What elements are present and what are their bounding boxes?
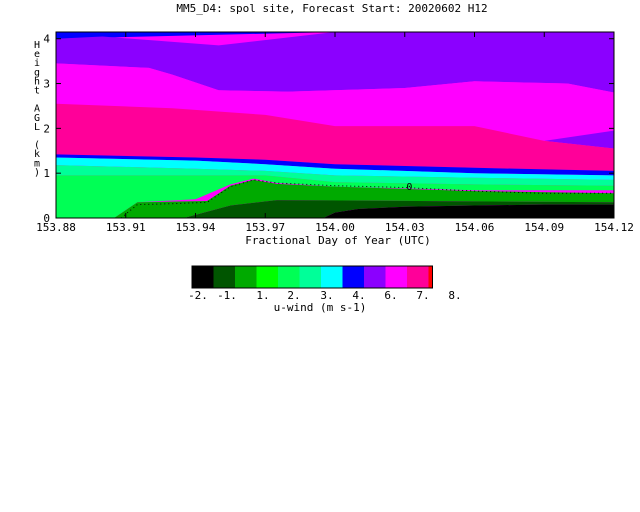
y-tick-label: 0 (43, 212, 50, 225)
y-tick-label: 3 (43, 78, 50, 91)
colorbar-swatch (213, 266, 235, 288)
y-axis-label-char: g (34, 67, 40, 78)
colorbar-swatch (407, 266, 429, 288)
x-axis-label: Fractional Day of Year (UTC) (245, 234, 430, 247)
y-axis-label-char: t (34, 86, 40, 97)
wind-band-2 (56, 63, 614, 141)
y-axis-label-char: k (34, 149, 40, 160)
x-tick-label: 154.03 (385, 221, 425, 234)
colorbar-tick-label: -2. (188, 289, 208, 302)
wind-band-8 (56, 175, 614, 218)
wind-band-1 (56, 32, 614, 93)
colorbar-tick-label: 6. (384, 289, 397, 302)
colorbar-swatch (364, 266, 386, 288)
y-axis-label-char: ) (34, 167, 40, 178)
y-tick-label: 1 (43, 167, 50, 180)
y-axis-label-char: h (34, 76, 40, 87)
zero-contour: 0 (120, 179, 614, 219)
y-axis-label-char: G (34, 113, 40, 124)
y-axis-label-char: H (34, 40, 40, 51)
wind-band-7 (56, 165, 614, 186)
x-tick-label: 154.00 (315, 221, 355, 234)
x-axis: 153.88 153.91 153.94 153.97 154.00 154.03 154.… (36, 32, 634, 234)
x-tick-label: 153.88 (36, 221, 76, 234)
x-tick-label: 154.09 (524, 221, 564, 234)
wind-band-10 (183, 200, 614, 218)
colorbar: -2. -1. 1. 2. 3. 4. 6. 7. 8. (188, 265, 462, 302)
x-tick-label: 153.91 (106, 221, 146, 234)
y-axis-label-char: i (34, 58, 40, 69)
colorbar-swatch (342, 266, 364, 288)
y-axis-label-char: ( (34, 140, 40, 151)
wind-band-6 (56, 157, 614, 180)
colorbar-swatch (299, 266, 321, 288)
colorbar-frame (191, 265, 433, 289)
y-axis-label-char: m (34, 158, 40, 169)
y-axis: 0 1 2 3 4 (43, 33, 614, 225)
x-tick-label: 154.06 (455, 221, 495, 234)
wind-band-5 (56, 154, 614, 176)
colorbar-swatch (428, 266, 433, 288)
colorbar-swatch (385, 266, 407, 288)
colorbar-tick-label: -1. (217, 289, 237, 302)
wind-band-9 (114, 179, 614, 218)
contour-label: 0 (406, 182, 412, 193)
contour-line (120, 179, 614, 219)
colorbar-swatch (321, 266, 343, 288)
x-tick-label: 154.12 (594, 221, 634, 234)
chart-title: MM5_D4: spol site, Forecast Start: 20020… (176, 2, 487, 15)
wind-band-3 (544, 130, 614, 149)
y-tick-label: 4 (43, 33, 50, 46)
colorbar-swatch (235, 266, 257, 288)
y-axis-label-char: L (34, 122, 40, 133)
wind-band-11 (323, 204, 614, 218)
colorbar-tick-label: 4. (352, 289, 365, 302)
wind-band-4 (56, 103, 614, 171)
x-tick-label: 153.97 (245, 221, 285, 234)
colorbar-swatch (192, 266, 214, 288)
y-axis-label-char: e (34, 49, 40, 60)
x-tick-label: 153.94 (176, 221, 216, 234)
plot-area (56, 32, 614, 218)
colorbar-tick-label: 2. (287, 289, 300, 302)
colorbar-label: u-wind (m s-1) (274, 301, 367, 314)
colorbar-tick-label: 3. (320, 289, 333, 302)
colorbar-tick-label: 7. (416, 289, 429, 302)
colorbar-swatch (256, 266, 278, 288)
y-tick-label: 2 (43, 122, 50, 135)
colorbar-tick-label: 1. (256, 289, 269, 302)
colorbar-tick-label: 8. (448, 289, 461, 302)
y-axis-label-char: A (34, 104, 40, 115)
colorbar-swatch (278, 266, 300, 288)
